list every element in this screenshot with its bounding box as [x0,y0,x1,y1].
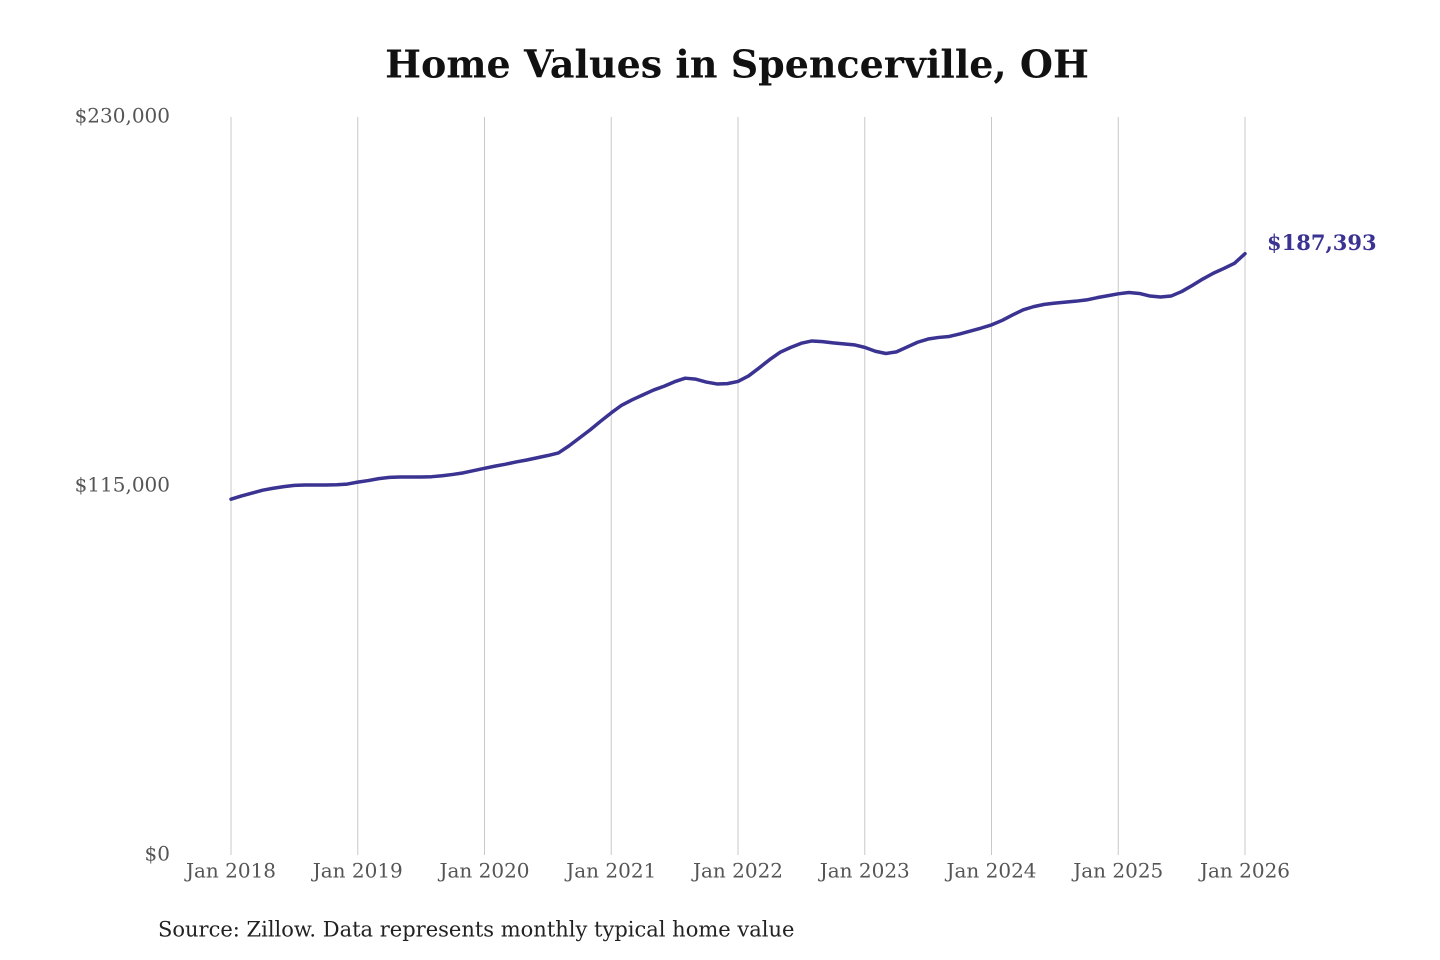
x-tick-label: Jan 2024 [944,859,1036,883]
chart-title: Home Values in Spencerville, OH [385,42,1089,87]
y-tick-label: $0 [145,842,170,866]
x-tick-label: Jan 2021 [564,859,656,883]
x-tick-label: Jan 2023 [818,859,910,883]
x-tick-label: Jan 2019 [311,859,403,883]
source-note: Source: Zillow. Data represents monthly … [158,918,794,942]
x-tick-label: Jan 2018 [184,859,276,883]
line [229,251,1247,501]
y-tick-label: $115,000 [75,473,170,497]
x-tick-label: Jan 2026 [1198,859,1290,883]
data-label: $187,393 [1267,230,1377,255]
x-tick-label: Jan 2020 [437,859,529,883]
x-tick-label: Jan 2025 [1071,859,1163,883]
y-tick-label: $230,000 [75,104,170,128]
x-tick-label: Jan 2022 [691,859,783,883]
